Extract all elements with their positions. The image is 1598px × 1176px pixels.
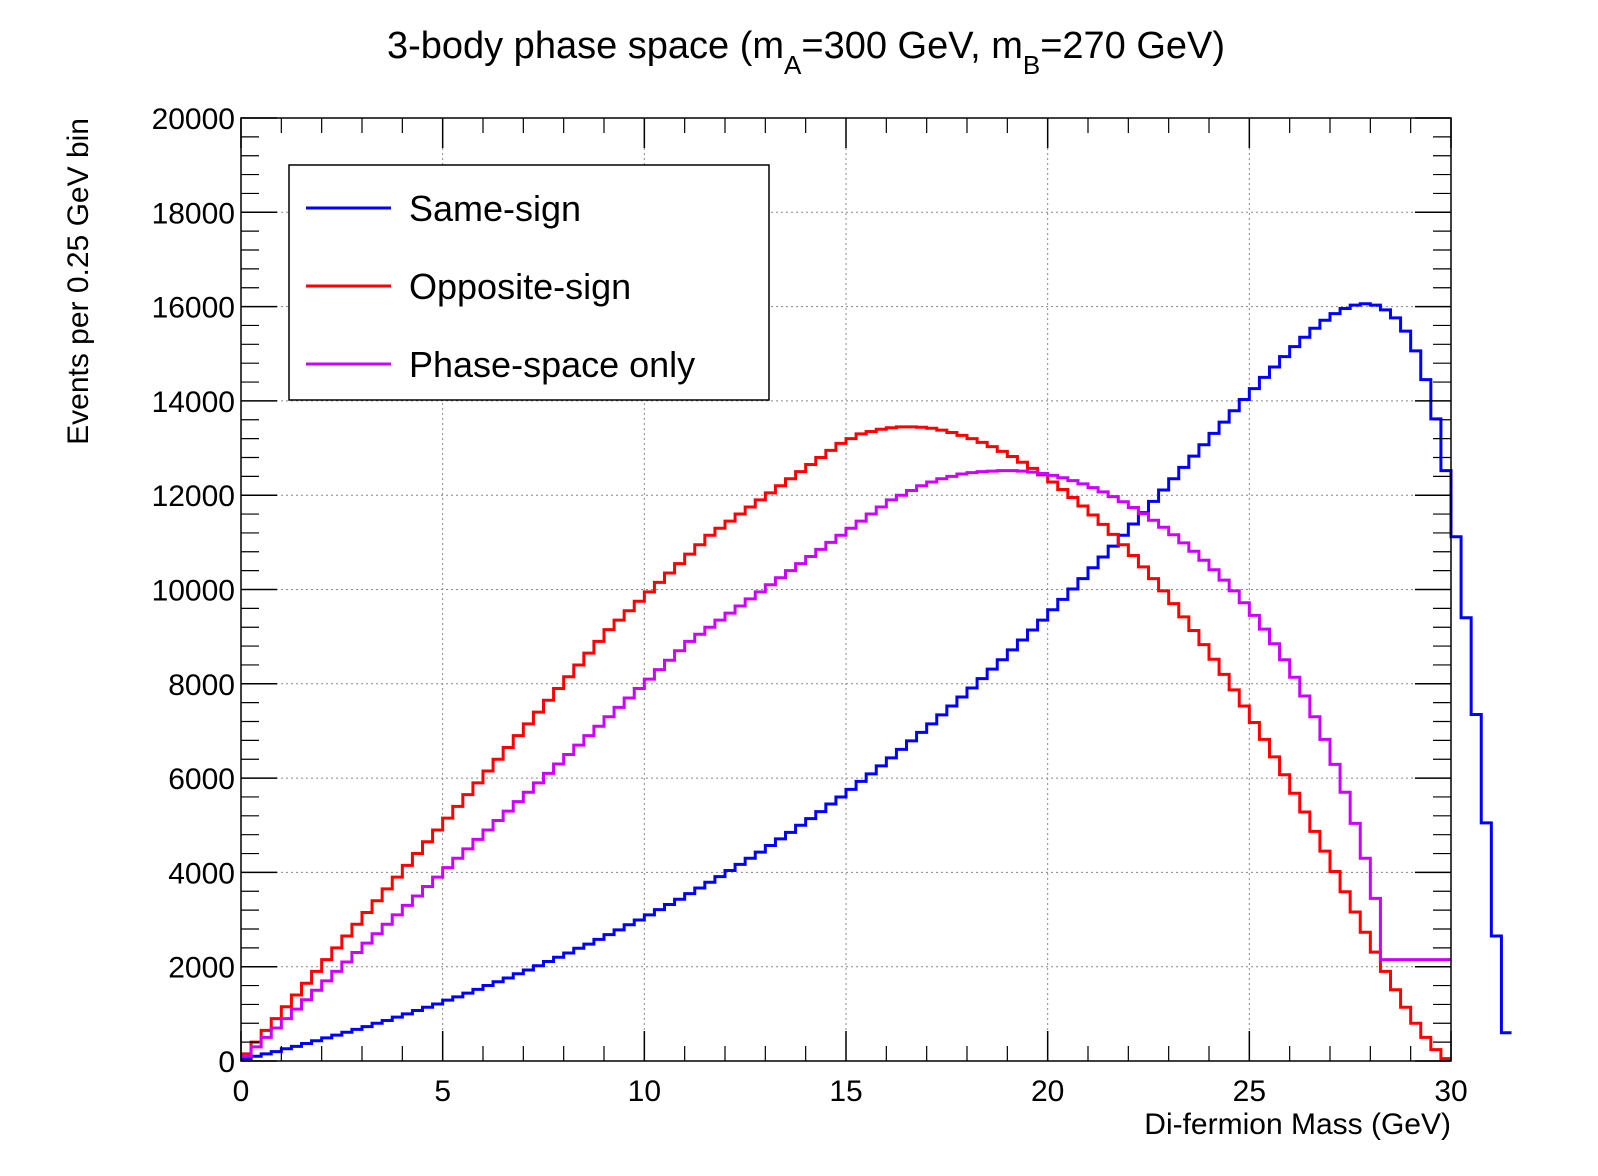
y-tick-label: 2000 <box>168 952 235 985</box>
legend-label: Same-sign <box>409 188 581 229</box>
x-tick-label: 0 <box>233 1075 250 1108</box>
series-line-1 <box>241 302 1512 1061</box>
series-line-2 <box>241 425 1451 1061</box>
legend: Same-sign Opposite-sign Phase-space only <box>288 164 770 401</box>
y-tick-label: 6000 <box>168 763 235 796</box>
y-tick-label: 4000 <box>168 857 235 890</box>
series-group <box>241 302 1512 1061</box>
legend-box <box>288 164 770 401</box>
y-tick-label: 18000 <box>152 197 235 230</box>
legend-label: Opposite-sign <box>409 266 631 307</box>
y-axis-tick-labels: 0 2000 4000 6000 8000 10000 12000 14000 16000 180… <box>152 103 235 1079</box>
y-tick-label: 20000 <box>152 103 235 136</box>
series-line-3 <box>241 469 1451 1058</box>
x-tick-label: 20 <box>1031 1075 1064 1108</box>
x-tick-label: 10 <box>628 1075 661 1108</box>
x-tick-label: 25 <box>1233 1075 1266 1108</box>
y-axis-title: Events per 0.25 GeV bin <box>62 118 95 445</box>
legend-entries: Same-sign Opposite-sign Phase-space only <box>306 188 695 385</box>
x-tick-label: 30 <box>1434 1075 1467 1108</box>
y-tick-label: 0 <box>218 1046 235 1079</box>
chart-title: 3-body phase space (mA=300 GeV, mB=270 G… <box>387 25 1225 80</box>
axis-ticks <box>240 117 1452 1062</box>
x-axis-title: Di-fermion Mass (GeV) <box>1144 1108 1451 1141</box>
y-tick-label: 16000 <box>152 292 235 325</box>
y-tick-label: 12000 <box>152 480 235 513</box>
y-tick-label: 8000 <box>168 669 235 702</box>
legend-label: Phase-space only <box>409 344 695 385</box>
y-tick-label: 14000 <box>152 386 235 419</box>
x-axis-tick-labels: 0 5 10 15 20 25 30 <box>233 1075 1468 1108</box>
y-tick-label: 10000 <box>152 575 235 608</box>
x-tick-label: 15 <box>829 1075 862 1108</box>
x-tick-label: 5 <box>434 1075 451 1108</box>
